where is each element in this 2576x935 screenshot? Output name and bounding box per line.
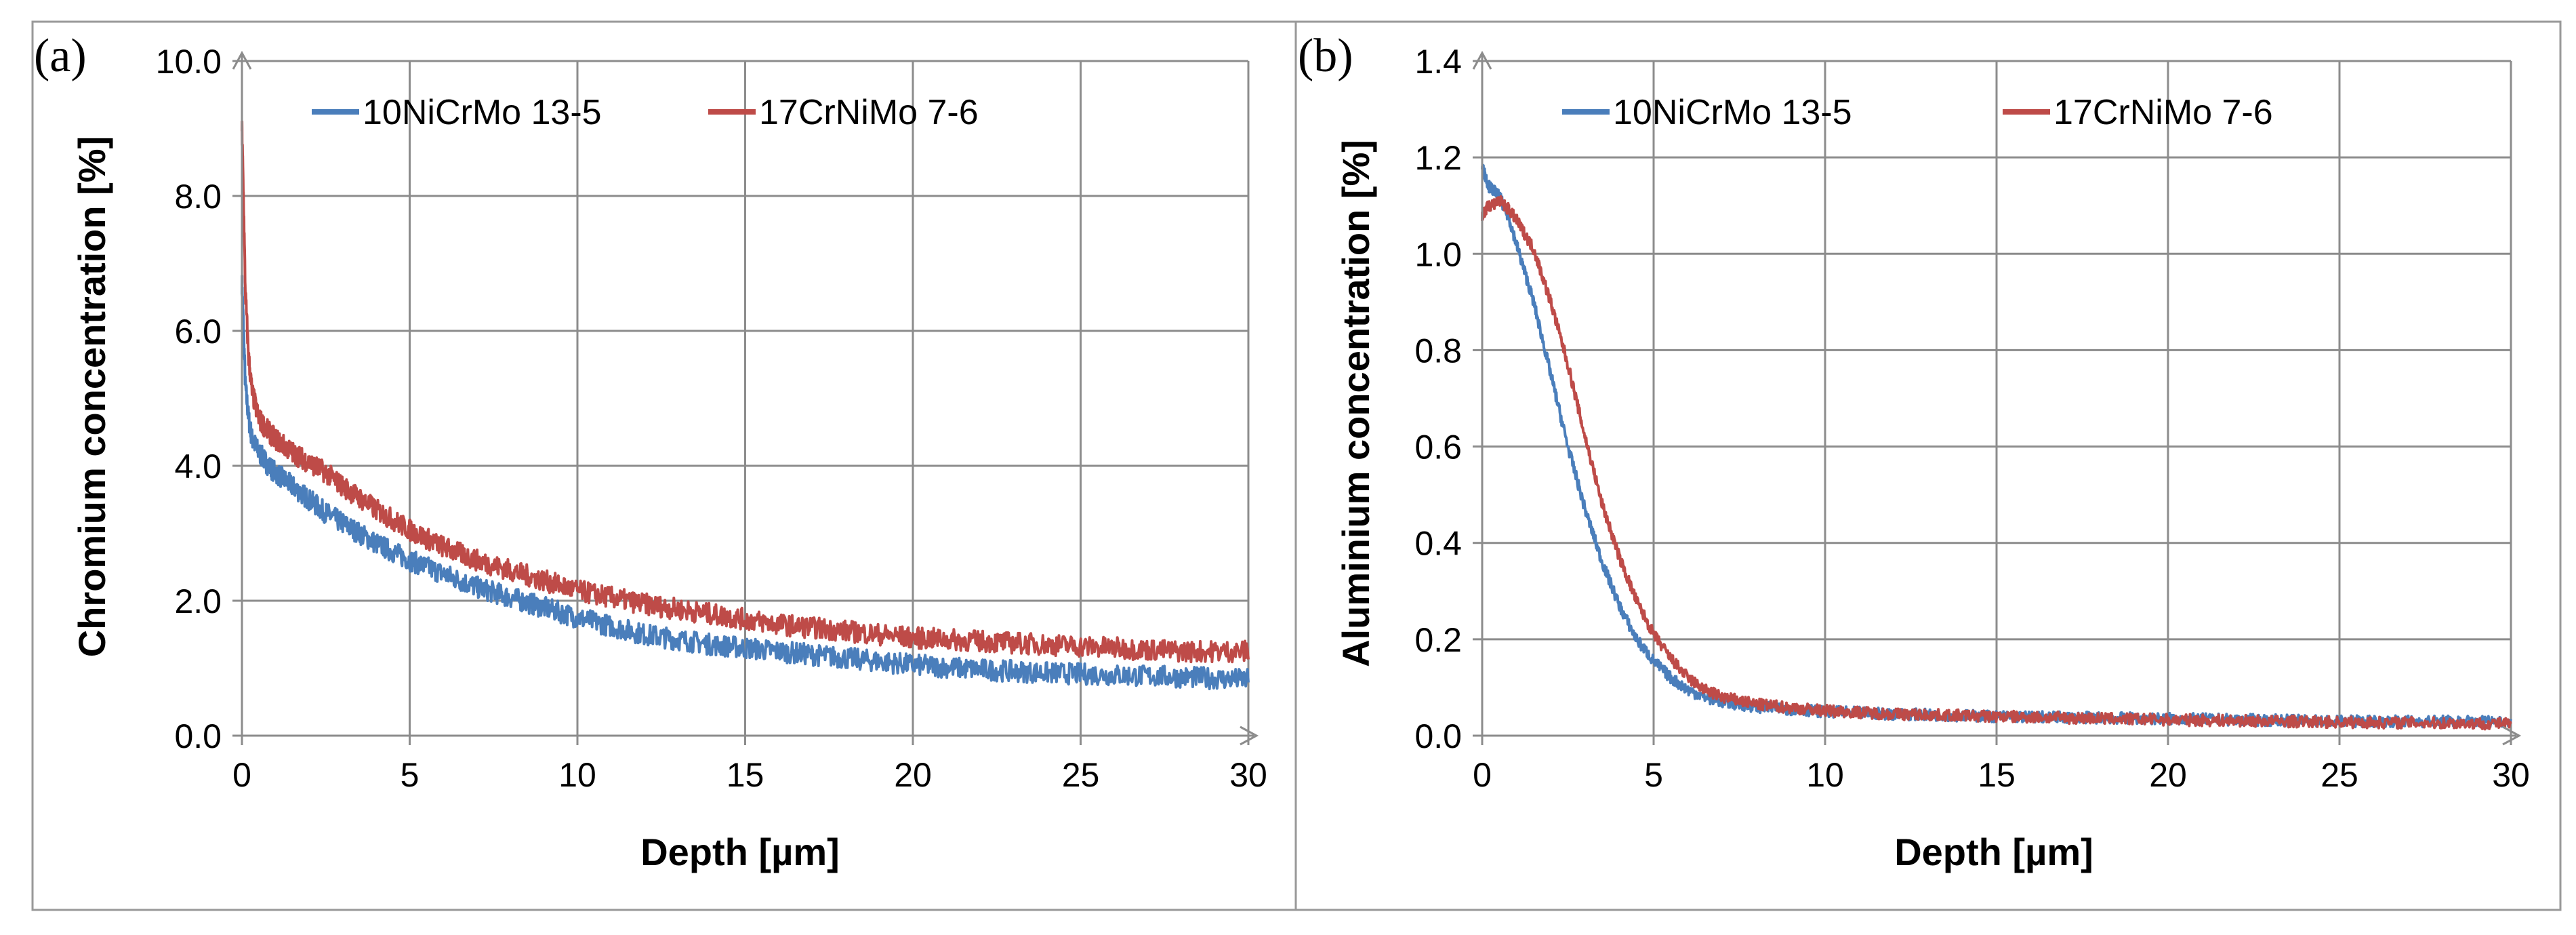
grid xyxy=(242,60,1250,736)
x-tick-label: 10 xyxy=(1806,756,1844,794)
y-axis-arrow xyxy=(1472,50,1492,70)
x-tick-label: 15 xyxy=(727,756,764,794)
legend-label-series-2: 17CrNiMo 7-6 xyxy=(2053,93,2273,132)
y-tick-label: 0.0 xyxy=(1414,717,1462,755)
series-line-2 xyxy=(1481,195,2512,731)
series-line-1 xyxy=(241,274,1250,690)
x-tick-label: 25 xyxy=(2321,756,2358,794)
y-axis-label: Aluminium concentration [%] xyxy=(1334,140,1377,667)
x-tick-label: 5 xyxy=(401,756,420,794)
series-line-2 xyxy=(241,120,1250,664)
x-tick-label: 5 xyxy=(1644,756,1663,794)
legend-label-series-2: 17CrNiMo 7-6 xyxy=(759,93,979,132)
x-tick-label: 30 xyxy=(1229,756,1267,794)
x-tick-label: 15 xyxy=(1978,756,2016,794)
tick-labels: 0.0 2.0 4.0 6.0 8.0 10.0 0 5 10 15 20 25 30 xyxy=(156,43,1267,794)
y-tick-label: 8.0 xyxy=(174,178,222,216)
grid xyxy=(1482,60,2512,736)
x-tick-label: 0 xyxy=(232,756,251,794)
y-tick-label: 0.4 xyxy=(1414,525,1462,563)
y-tick-label: 0.0 xyxy=(174,717,222,755)
y-tick-label: 0.6 xyxy=(1414,429,1462,466)
y-tick-label: 1.2 xyxy=(1414,139,1462,177)
chart-panel-b: (b) 0.0 0.2 0.4 0.6 0.8 1.0 1.2 1.4 0 5 10 15 20 25 30… xyxy=(1298,30,2530,873)
y-tick-label: 0.8 xyxy=(1414,332,1462,370)
y-tick-label: 1.0 xyxy=(1414,235,1462,273)
panel-letter: (b) xyxy=(1298,30,1353,82)
x-axis-label: Depth [µm] xyxy=(1894,831,2093,873)
y-tick-label: 6.0 xyxy=(174,313,222,351)
y-tick-label: 10.0 xyxy=(156,43,222,81)
x-axis-arrow xyxy=(1240,725,1259,746)
y-tick-label: 2.0 xyxy=(174,582,222,620)
series-group xyxy=(241,120,1250,690)
legend-label-series-1: 10NiCrMo 13-5 xyxy=(1613,93,1852,132)
chart-panel-a: (a) 0.0 2.0 4.0 6.0 8.0 10.0 0 5 10 15 20 25 30 Chro… xyxy=(34,30,1267,873)
x-axis-label: Depth [µm] xyxy=(640,831,840,873)
legend: 10NiCrMo 13-5 17CrNiMo 7-6 xyxy=(312,93,979,132)
y-tick-label: 0.2 xyxy=(1414,621,1462,659)
y-tick-label: 1.4 xyxy=(1414,43,1462,81)
axes xyxy=(232,50,1259,746)
axes xyxy=(1472,50,2522,746)
x-tick-label: 30 xyxy=(2492,756,2530,794)
x-tick-label: 0 xyxy=(1473,756,1492,794)
x-tick-label: 20 xyxy=(894,756,932,794)
x-axis-arrow xyxy=(2502,725,2522,746)
x-tick-label: 20 xyxy=(2149,756,2187,794)
x-tick-label: 10 xyxy=(558,756,596,794)
y-tick-label: 4.0 xyxy=(174,447,222,485)
series-group xyxy=(1481,163,2512,731)
panel-letter: (a) xyxy=(34,30,87,82)
y-axis-arrow xyxy=(232,50,252,70)
legend-label-series-1: 10NiCrMo 13-5 xyxy=(363,93,602,132)
y-axis-label: Chromium concentration [%] xyxy=(70,136,113,657)
x-tick-label: 25 xyxy=(1062,756,1100,794)
legend: 10NiCrMo 13-5 17CrNiMo 7-6 xyxy=(1562,93,2273,132)
tick-labels: 0.0 0.2 0.4 0.6 0.8 1.0 1.2 1.4 0 5 10 15 20 25 30 xyxy=(1414,43,2529,794)
